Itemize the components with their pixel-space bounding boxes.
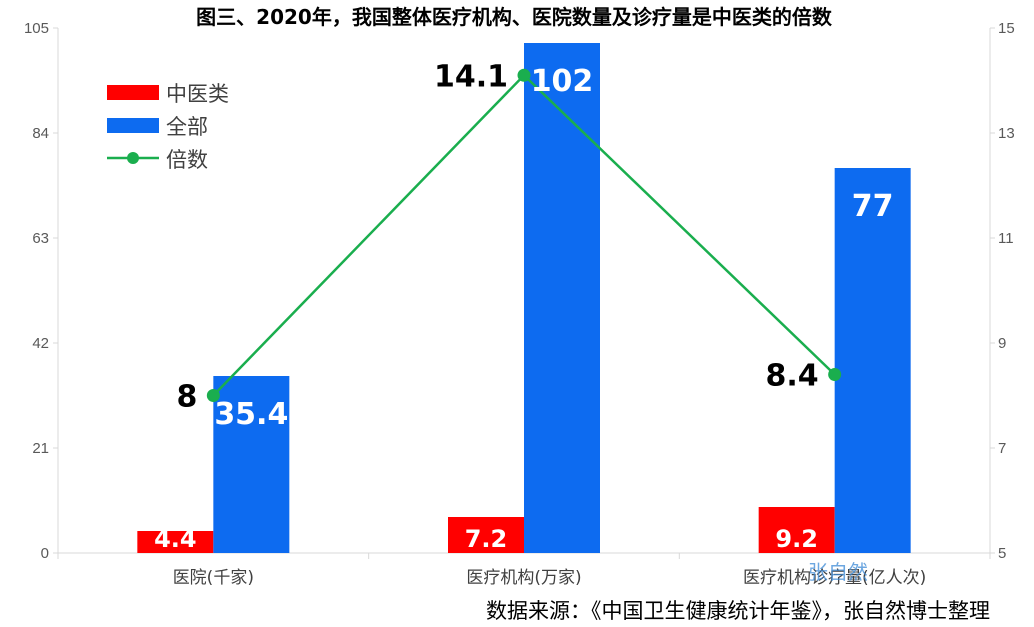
- left-tick-label: 0: [41, 545, 49, 562]
- bar-all: [524, 43, 600, 553]
- x-category-label: 医疗机构(万家): [466, 568, 581, 588]
- watermark-text: 张自然: [808, 560, 868, 584]
- data-label-ratio: 8: [176, 380, 197, 415]
- right-tick-label: 5: [998, 545, 1006, 562]
- data-label-all: 35.4: [214, 397, 288, 432]
- right-tick-label: 13: [998, 125, 1015, 142]
- data-label-ratio: 8.4: [766, 359, 819, 394]
- legend-swatch-all: [107, 118, 159, 133]
- legend: 中医类 全部 倍数: [107, 82, 229, 172]
- legend-label-ratio: 倍数: [166, 148, 208, 172]
- right-tick-label: 11: [998, 230, 1014, 247]
- legend-label-all: 全部: [166, 115, 208, 139]
- x-category-label: 医院(千家): [173, 568, 254, 588]
- bar-tcm: [448, 517, 524, 553]
- left-tick-label: 21: [32, 440, 49, 457]
- data-labels: 4.4 7.2 9.2 35.4 102 77 8 14.1 8.4: [154, 59, 893, 553]
- left-tick-label: 42: [32, 335, 49, 352]
- data-label-tcm: 9.2: [775, 525, 818, 553]
- ratio-point: [828, 368, 842, 381]
- bar-tcm: [758, 507, 835, 553]
- bar-all: [834, 168, 911, 553]
- bars: [137, 43, 911, 553]
- ratio-point: [517, 68, 531, 82]
- source-note: 数据来源：《中国卫生健康统计年鉴》，张自然博士整理: [486, 599, 990, 623]
- left-tick-label: 63: [32, 230, 49, 247]
- chart-title: 图三、2020年，我国整体医疗机构、医院数量及诊疗量是中医类的倍数: [196, 5, 833, 29]
- x-category-label: 医疗机构诊疗量(亿人次): [743, 568, 926, 588]
- bar-all: [213, 376, 290, 553]
- bar-tcm: [137, 531, 214, 553]
- data-label-all: 77: [852, 189, 894, 224]
- right-tick-label: 9: [998, 335, 1006, 352]
- data-label-all: 102: [531, 64, 594, 99]
- left-tick-label: 84: [32, 125, 49, 142]
- data-label-tcm: 7.2: [465, 525, 508, 553]
- left-tick-label: 105: [24, 20, 49, 37]
- legend-swatch-ratio-marker: [127, 152, 139, 164]
- ratio-point: [206, 389, 220, 402]
- data-label-ratio: 14.1: [434, 59, 508, 94]
- legend-swatch-tcm: [107, 85, 159, 100]
- right-tick-label: 15: [998, 20, 1015, 37]
- right-tick-label: 7: [998, 440, 1006, 457]
- ratio-line: [206, 68, 842, 402]
- data-label-tcm: 4.4: [154, 525, 197, 553]
- legend-label-tcm: 中医类: [166, 82, 229, 106]
